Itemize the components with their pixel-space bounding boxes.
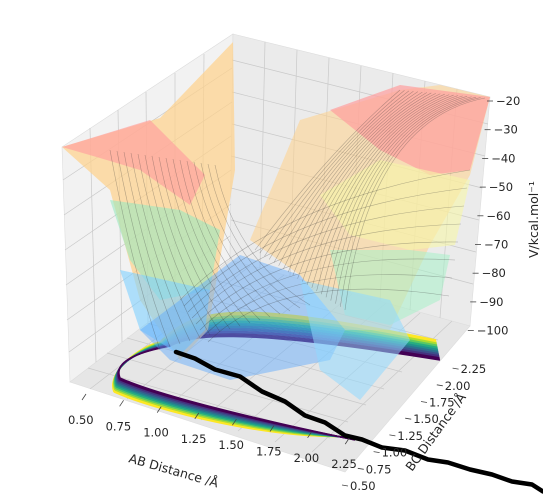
reaction-trajectory [173,349,543,494]
surface-left-red-plateau [62,120,205,205]
y-tick-mark [452,367,459,370]
z-tick-label: −50 [489,180,513,194]
surface-right-red-top [330,85,490,175]
x-tick-label: 0.50 [68,413,94,427]
energy-surface [62,42,490,400]
x-tick-label: 2.25 [331,457,357,471]
z-tick-label: −40 [491,151,515,165]
z-tick-label: −30 [494,123,518,137]
surface-right-yellow-band [320,160,470,250]
surface-left-green-band [110,200,220,300]
z-tick-label: −100 [477,324,509,338]
x-tick-label: 1.50 [218,438,244,452]
y-axis-ticks: 0.50 0.75 1.00 1.25 1.50 1.75 2.00 2.25 [341,362,487,493]
surface-wire-mesh [109,89,486,351]
y-tick-label: 1.50 [413,412,439,426]
surface-right-cyan-band [300,280,410,400]
y-tick-mark [436,384,443,387]
z-tick-label: −80 [482,266,506,280]
z-axis-label: V/kcal.mol⁻¹ [526,181,541,258]
y-tick-label: 0.50 [350,479,376,493]
y-tick-label: 0.75 [366,462,392,476]
z-axis-ticks: −20 −30 −40 −50 −60 −70 −80 −90 −100 [467,94,520,338]
x-tick-label: 1.25 [181,432,207,446]
y-tick-mark [420,401,428,403]
y-tick-label: 1.25 [397,429,423,443]
y-tick-label: 2.00 [445,379,471,393]
x-tick-mark [344,437,350,445]
z-tick-label: −60 [486,209,510,223]
y-tick-mark [357,467,364,470]
x-tick-label: 2.00 [294,451,320,465]
x-tick-mark [307,431,312,439]
x-axis-label: AB Distance /Å [127,450,220,490]
z-tick-label: −70 [484,238,508,252]
x-tick-label: 0.75 [106,419,132,433]
y-tick-mark [389,434,396,437]
surface-left-blue-band [120,270,210,355]
y-tick-label: 2.25 [461,362,487,376]
y-tick-label: 1.00 [382,446,408,460]
z-tick-label: −20 [496,94,520,108]
x-tick-mark [232,418,237,426]
y-tick-mark [373,451,380,453]
y-tick-label: 1.75 [429,396,455,410]
z-tick-label: −90 [479,295,503,309]
x-tick-mark [194,412,200,420]
y-tick-mark [341,484,349,487]
x-axis-ticks: 0.50 0.75 1.00 1.25 1.50 1.75 2.00 2.25 [68,393,357,471]
x-tick-mark [269,425,275,432]
x-tick-mark [119,400,124,407]
y-tick-mark [405,417,412,420]
x-tick-label: 1.00 [143,426,169,440]
surface-valley [140,255,345,380]
x-tick-label: 1.75 [256,445,282,459]
x-tick-mark [81,393,87,401]
x-tick-mark [156,406,162,413]
